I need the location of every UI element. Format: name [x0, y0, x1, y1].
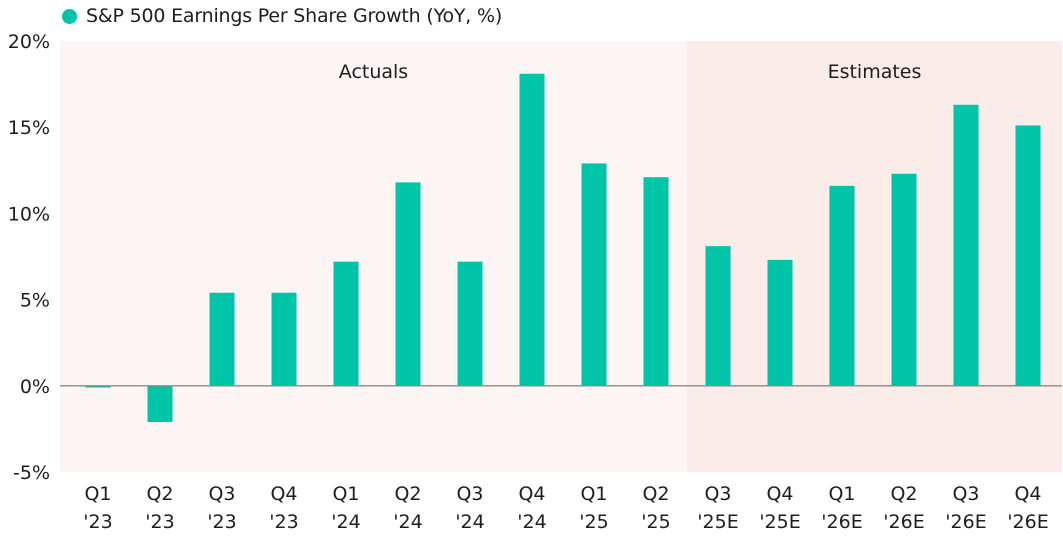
x-tick-label-quarter: Q2	[146, 483, 173, 505]
bar-Q4-25E	[767, 259, 793, 386]
x-tick-label-quarter: Q3	[456, 483, 483, 505]
bar-Q4-24	[519, 73, 545, 386]
region-label-actuals: Actuals	[339, 61, 408, 83]
x-tick-label-year: '26E	[1007, 511, 1048, 533]
x-tick-label-quarter: Q2	[890, 483, 917, 505]
x-tick-label-year: '23	[207, 511, 236, 533]
x-tick-label-year: '23	[83, 511, 112, 533]
x-tick-label-year: '24	[393, 511, 422, 533]
region-labels: Actuals Estimates	[339, 61, 922, 83]
x-tick-label-quarter: Q4	[270, 483, 297, 505]
bar-Q2-26E	[891, 173, 917, 386]
x-tick-label-quarter: Q1	[828, 483, 855, 505]
bar-Q1-23	[85, 385, 111, 388]
x-tick-label-quarter: Q1	[84, 483, 111, 505]
x-tick-label-year: '26E	[821, 511, 862, 533]
bar-Q3-26E	[953, 104, 979, 386]
x-tick-label-quarter: Q1	[332, 483, 359, 505]
x-tick-label-quarter: Q3	[208, 483, 235, 505]
bar-Q3-25E	[705, 246, 731, 386]
x-tick-label-year: '25E	[697, 511, 738, 533]
bar-Q4-23	[271, 292, 297, 386]
x-tick-label-year: '25	[579, 511, 608, 533]
x-tick-label-quarter: Q3	[952, 483, 979, 505]
legend-swatch-icon	[62, 8, 77, 24]
bars	[85, 73, 1041, 423]
x-tick-label-year: '25E	[759, 511, 800, 533]
bar-Q1-26E	[829, 185, 855, 386]
x-tick-label-year: '23	[269, 511, 298, 533]
x-tick-label-quarter: Q4	[1014, 483, 1041, 505]
bar-Q4-26E	[1015, 125, 1041, 386]
y-tick-label: -5%	[13, 462, 50, 484]
bar-Q2-23	[147, 385, 173, 423]
x-tick-label-year: '26E	[883, 511, 924, 533]
y-tick-label: 0%	[20, 376, 50, 398]
x-tick-label-quarter: Q1	[580, 483, 607, 505]
chart-legend: S&P 500 Earnings Per Share Growth (YoY, …	[62, 3, 502, 29]
y-tick-label: 5%	[20, 290, 50, 312]
legend-label: S&P 500 Earnings Per Share Growth (YoY, …	[86, 5, 503, 27]
region-label-estimates: Estimates	[828, 61, 922, 83]
bar-Q3-24	[457, 261, 483, 386]
y-tick-label: 10%	[8, 203, 50, 225]
x-tick-label-quarter: Q4	[766, 483, 793, 505]
bar-Q2-25	[643, 177, 669, 386]
x-tick-label-year: '26E	[945, 511, 986, 533]
x-tick-label-quarter: Q2	[394, 483, 421, 505]
x-tick-label-year: '24	[455, 511, 484, 533]
y-tick-label: 20%	[8, 31, 50, 53]
x-tick-label-year: '25	[641, 511, 670, 533]
y-axis: -5% 0% 5% 10% 15% 20%	[8, 31, 50, 484]
x-tick-label-year: '23	[145, 511, 174, 533]
x-axis: Q1 '23 Q2 '23 Q3 '23 Q4 '23 Q1 '24 Q2 '24 Q3 '24 Q4 '24…	[83, 483, 1048, 533]
y-tick-label: 15%	[8, 117, 50, 139]
x-tick-label-year: '24	[517, 511, 546, 533]
bar-Q3-23	[209, 292, 235, 386]
bar-Q2-24	[395, 182, 421, 386]
region-band-estimates	[687, 41, 1062, 472]
bar-Q1-24	[333, 261, 359, 386]
bar-Q1-25	[581, 163, 607, 386]
x-tick-label-quarter: Q4	[518, 483, 545, 505]
x-tick-label-quarter: Q2	[642, 483, 669, 505]
x-tick-label-quarter: Q3	[704, 483, 731, 505]
x-tick-label-year: '24	[331, 511, 360, 533]
